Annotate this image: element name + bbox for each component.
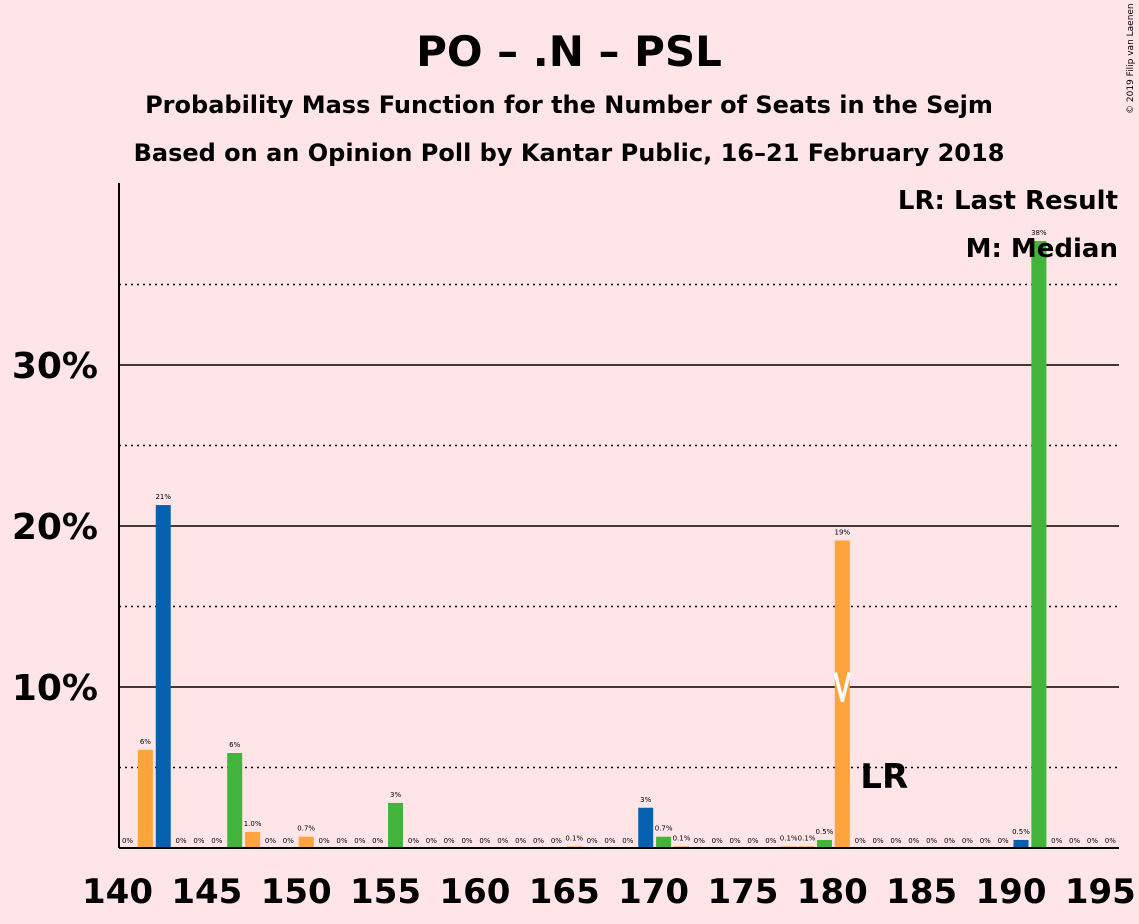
- bar-seat-169: [638, 807, 654, 848]
- x-tick-label: 140: [82, 872, 153, 912]
- bar-labels: 0%6%21%0% 0% 0%6%1.0%0% 0%0.7%0% 0% 0% 0%3%0% 0…: [122, 229, 1116, 845]
- bar-label-seat-144: 0%: [193, 837, 204, 845]
- bar-label-seat-171: 0.1%: [673, 834, 691, 842]
- bar-label-seat-147: 1.0%: [244, 820, 262, 828]
- bar-label-seat-158: 0%: [444, 837, 455, 845]
- bar-label-seat-191: 38%: [1031, 229, 1047, 237]
- markers: LR: [833, 672, 908, 797]
- bar-label-seat-170: 0.7%: [655, 825, 673, 833]
- bar-seat-190: [1013, 839, 1029, 848]
- x-tick-label: 145: [171, 872, 242, 912]
- bar-label-seat-185: 0%: [926, 837, 937, 845]
- bar-label-seat-172: 0%: [694, 837, 705, 845]
- bar-label-seat-157: 0%: [426, 837, 437, 845]
- bar-label-seat-140: 0%: [122, 837, 133, 845]
- bar-seat-146: [227, 753, 243, 848]
- bar-label-seat-182: 0%: [872, 837, 883, 845]
- x-tick-label: 150: [261, 872, 332, 912]
- bar-series: [137, 241, 1047, 848]
- bar-label-seat-145: 0%: [211, 837, 222, 845]
- bar-label-seat-148: 0%: [265, 837, 276, 845]
- bar-label-seat-169: 3%: [640, 796, 651, 804]
- bar-seat-142: [155, 505, 171, 848]
- x-tick-label: 195: [1065, 872, 1136, 912]
- bar-seat-191: [1031, 241, 1047, 848]
- bar-label-seat-174: 0%: [730, 837, 741, 845]
- gridlines: [119, 283, 1119, 769]
- bar-label-seat-150: 0.7%: [297, 825, 315, 833]
- bar-label-seat-149: 0%: [283, 837, 294, 845]
- bar-label-seat-178: 0.1%: [798, 834, 816, 842]
- bar-label-seat-156: 0%: [408, 837, 419, 845]
- bar-label-seat-154: 0%: [372, 837, 383, 845]
- x-tick-label: 185: [886, 872, 957, 912]
- axes: 10% 20% 30% 140 145 150 155 160 165 170 175 180 185 1…: [12, 183, 1136, 912]
- bar-label-seat-168: 0%: [622, 837, 633, 845]
- x-tick-label: 175: [707, 872, 778, 912]
- bar-label-seat-189: 0%: [998, 837, 1009, 845]
- bar-label-seat-193: 0%: [1069, 837, 1080, 845]
- bar-label-seat-155: 3%: [390, 791, 401, 799]
- chart-subtitle-source: Based on an Opinion Poll by Kantar Publi…: [134, 139, 1005, 167]
- bar-seat-179: [816, 839, 832, 848]
- bar-label-seat-151: 0%: [319, 837, 330, 845]
- copyright-note: © 2019 Filip van Laenen: [1126, 3, 1136, 114]
- bar-label-seat-141: 6%: [140, 738, 151, 746]
- x-tick-label: 190: [976, 872, 1047, 912]
- bar-label-seat-194: 0%: [1087, 837, 1098, 845]
- bar-label-seat-166: 0%: [587, 837, 598, 845]
- bar-label-seat-179: 0.5%: [816, 828, 834, 836]
- bar-label-seat-165: 0.1%: [565, 834, 583, 842]
- bar-seat-141: [137, 749, 153, 848]
- bar-label-seat-167: 0%: [604, 837, 615, 845]
- y-tick-label: 20%: [12, 507, 98, 548]
- y-tick-label: 30%: [12, 346, 98, 387]
- bar-label-seat-176: 0%: [765, 837, 776, 845]
- bar-seat-155: [388, 802, 404, 848]
- x-tick-label: 180: [797, 872, 868, 912]
- bar-label-seat-160: 0%: [479, 837, 490, 845]
- bar-label-seat-184: 0%: [908, 837, 919, 845]
- bar-label-seat-180: 19%: [835, 528, 851, 536]
- x-tick-label: 165: [529, 872, 600, 912]
- bar-label-seat-164: 0%: [551, 837, 562, 845]
- legend-median: M: Median: [966, 234, 1118, 264]
- bar-label-seat-143: 0%: [176, 837, 187, 845]
- bar-label-seat-159: 0%: [461, 837, 472, 845]
- x-tick-label: 170: [618, 872, 689, 912]
- bar-label-seat-190: 0.5%: [1012, 828, 1030, 836]
- bar-label-seat-175: 0%: [747, 837, 758, 845]
- x-tick-label: 155: [350, 872, 421, 912]
- bar-label-seat-153: 0%: [354, 837, 365, 845]
- chart-subtitle: Probability Mass Function for the Number…: [145, 91, 993, 119]
- chart-title: PO – .N – PSL: [416, 27, 722, 76]
- bar-label-seat-173: 0%: [712, 837, 723, 845]
- x-tick-label: 160: [439, 872, 510, 912]
- bar-label-seat-188: 0%: [980, 837, 991, 845]
- bar-label-seat-146: 6%: [229, 741, 240, 749]
- bar-label-seat-195: 0%: [1105, 837, 1116, 845]
- last-result-label: LR: [860, 757, 908, 797]
- bar-seat-150: [298, 836, 314, 848]
- bar-label-seat-177: 0.1%: [780, 834, 798, 842]
- bar-label-seat-152: 0%: [336, 837, 347, 845]
- bar-label-seat-192: 0%: [1051, 837, 1062, 845]
- bar-label-seat-162: 0%: [515, 837, 526, 845]
- legend-last-result: LR: Last Result: [898, 186, 1118, 216]
- median-marker: [833, 672, 852, 702]
- bar-label-seat-186: 0%: [944, 837, 955, 845]
- bar-label-seat-183: 0%: [890, 837, 901, 845]
- bar-seat-170: [656, 836, 672, 848]
- bar-label-seat-142: 21%: [155, 493, 171, 501]
- y-tick-label: 10%: [12, 668, 98, 709]
- bar-seat-147: [245, 831, 261, 848]
- bar-label-seat-187: 0%: [962, 837, 973, 845]
- bar-label-seat-161: 0%: [497, 837, 508, 845]
- bar-label-seat-163: 0%: [533, 837, 544, 845]
- bar-label-seat-181: 0%: [855, 837, 866, 845]
